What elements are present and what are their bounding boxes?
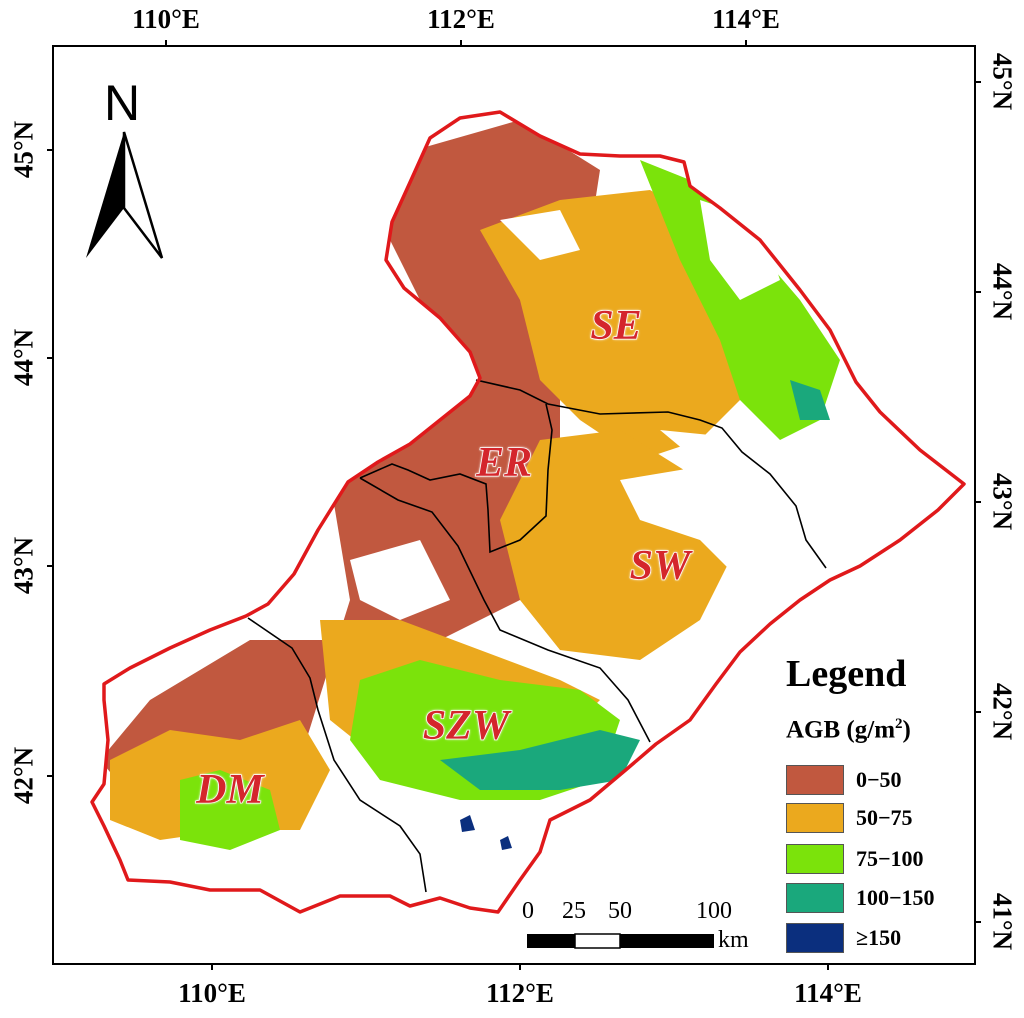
boundary-szw-dm (247, 617, 427, 893)
right-tick-label: 42°N (987, 682, 1018, 741)
legend-subtitle: AGB (g/m2) (786, 716, 911, 744)
boundary-er-se (475, 379, 827, 569)
top-tick-label: 114°E (712, 4, 780, 34)
region-label-se: SE (590, 302, 643, 350)
legend-item: 50−75 (786, 802, 913, 834)
right-tick-label: 44°N (987, 262, 1018, 321)
bottom-tick-label: 112°E (486, 978, 554, 1008)
legend-item: 75−100 (786, 843, 924, 875)
legend-label: 75−100 (856, 846, 924, 871)
north-label: N (104, 75, 141, 131)
legend-swatch (786, 844, 844, 874)
region-label-er: ER (475, 439, 533, 487)
left-tick-label: 45°N (8, 120, 39, 179)
scale-label: 25 (562, 898, 586, 924)
legend-title: Legend (786, 653, 907, 695)
scale-label: 50 (608, 898, 632, 924)
legend-item: 100−150 (786, 882, 935, 914)
agb-patch (500, 836, 512, 850)
legend-label: 100−150 (856, 885, 935, 910)
legend-label: 0−50 (856, 767, 902, 792)
scale-label: 100 (696, 898, 732, 924)
agb-patch (460, 815, 475, 832)
left-tick-label: 43°N (8, 536, 39, 595)
no-data-area (350, 540, 450, 620)
region-label-sw: SW (629, 542, 691, 590)
region-label-szw: SZW (422, 702, 510, 750)
tick-marks (47, 40, 981, 970)
north-arrow-icon (86, 131, 164, 259)
boundary-er-sw (359, 403, 553, 554)
no-data-area (500, 210, 580, 260)
legend-label: 50−75 (856, 805, 913, 830)
right-tick-label: 43°N (987, 472, 1018, 531)
study-area-boundary (90, 110, 966, 914)
legend-label: ≥150 (856, 925, 902, 950)
legend-swatch (786, 803, 844, 833)
scale-bar (527, 933, 714, 949)
legend-swatch (786, 923, 844, 953)
agb-patch (790, 380, 830, 420)
internal-boundaries (247, 379, 827, 893)
scale-unit: km (718, 927, 749, 953)
right-tick-label: 45°N (987, 52, 1018, 111)
agb-patch (180, 770, 280, 850)
left-tick-label: 42°N (8, 746, 39, 805)
region-label-dm: DM (195, 766, 264, 814)
scale-label: 0 (522, 898, 534, 924)
bottom-tick-label: 110°E (178, 978, 246, 1008)
agb-patch (440, 730, 640, 790)
legend-swatch (786, 765, 844, 795)
no-data-area (660, 430, 920, 560)
legend-subtitle-sup: 2 (895, 716, 903, 732)
left-tick-label: 44°N (8, 328, 39, 387)
right-tick-label: 41°N (987, 892, 1018, 951)
legend-subtitle-text: AGB (g/m (786, 716, 896, 744)
top-tick-label: 112°E (427, 4, 495, 34)
top-tick-label: 110°E (132, 4, 200, 34)
legend-item: 0−50 (786, 764, 902, 796)
bottom-tick-label: 114°E (794, 978, 862, 1008)
legend-subtitle-end: ) (902, 716, 911, 744)
legend-item: ≥150 (786, 922, 901, 954)
boundary-sw-szw (359, 477, 651, 743)
legend-swatch (786, 883, 844, 913)
